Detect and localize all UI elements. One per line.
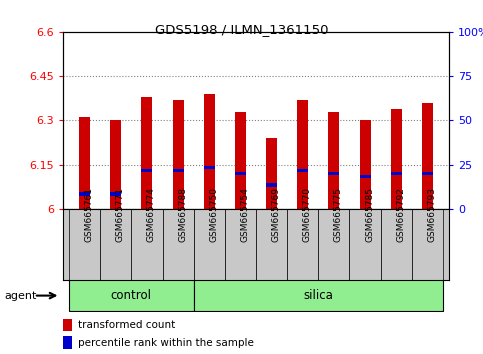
Bar — [110, 120, 121, 209]
Bar — [297, 169, 308, 172]
Bar — [412, 209, 443, 280]
Bar — [69, 209, 100, 280]
Text: GSM665769: GSM665769 — [271, 187, 281, 242]
Bar — [204, 166, 215, 169]
Text: GSM665775: GSM665775 — [334, 187, 343, 242]
Bar — [110, 192, 121, 196]
Bar — [350, 209, 381, 280]
Bar — [266, 183, 277, 187]
Bar — [225, 209, 256, 280]
Bar — [328, 112, 340, 209]
Bar — [266, 138, 277, 209]
Text: agent: agent — [5, 291, 37, 301]
Bar — [204, 94, 215, 209]
Bar — [422, 172, 433, 175]
Text: transformed count: transformed count — [78, 320, 175, 330]
Bar — [162, 209, 194, 280]
Bar — [297, 100, 308, 209]
Bar — [287, 209, 318, 280]
Bar — [381, 209, 412, 280]
Text: GSM665750: GSM665750 — [209, 187, 218, 242]
Bar — [360, 120, 370, 209]
Bar — [422, 103, 433, 209]
Text: GSM665785: GSM665785 — [365, 187, 374, 242]
Bar — [360, 175, 370, 178]
Text: GSM665771: GSM665771 — [116, 187, 125, 242]
Bar — [172, 169, 184, 172]
Text: percentile rank within the sample: percentile rank within the sample — [78, 338, 254, 348]
Bar — [194, 280, 443, 311]
Bar — [318, 209, 350, 280]
Bar — [69, 280, 194, 311]
Bar — [79, 118, 90, 209]
Bar — [194, 209, 225, 280]
Bar — [235, 172, 246, 175]
Text: silica: silica — [303, 289, 333, 302]
Bar — [142, 97, 152, 209]
Bar — [63, 319, 72, 331]
Bar — [391, 172, 402, 175]
Text: GSM665770: GSM665770 — [303, 187, 312, 242]
Bar — [63, 336, 72, 349]
Text: control: control — [111, 289, 152, 302]
Bar — [235, 112, 246, 209]
Text: GSM665754: GSM665754 — [241, 187, 249, 242]
Bar — [172, 100, 184, 209]
Text: GSM665774: GSM665774 — [147, 187, 156, 242]
Bar — [328, 172, 340, 175]
Bar — [142, 169, 152, 172]
Text: GSM665788: GSM665788 — [178, 187, 187, 242]
Bar — [391, 109, 402, 209]
Bar — [131, 209, 162, 280]
Text: GDS5198 / ILMN_1361150: GDS5198 / ILMN_1361150 — [155, 23, 328, 36]
Bar — [79, 192, 90, 196]
Text: GSM665761: GSM665761 — [85, 187, 94, 242]
Bar — [256, 209, 287, 280]
Text: GSM665792: GSM665792 — [396, 187, 405, 242]
Text: GSM665793: GSM665793 — [427, 187, 436, 242]
Bar — [100, 209, 131, 280]
